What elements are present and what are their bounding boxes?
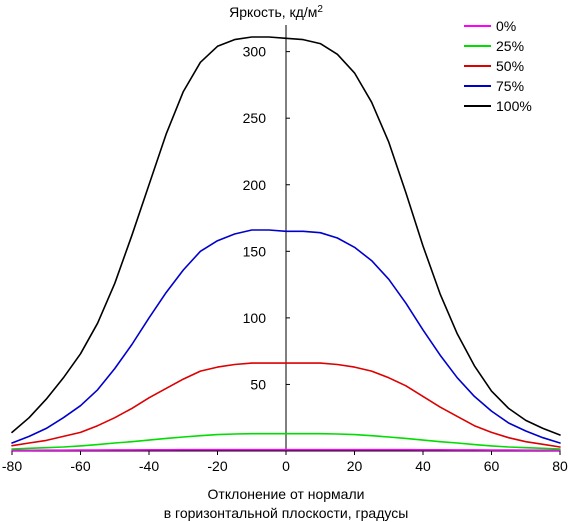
legend-label: 100% bbox=[496, 98, 532, 114]
y-tick-label: 50 bbox=[250, 376, 266, 392]
legend-label: 0% bbox=[496, 18, 516, 34]
x-axis-label-line1: Отклонение от нормали bbox=[208, 486, 365, 502]
series-line-0pct bbox=[11, 448, 561, 452]
series-line-25pct bbox=[11, 432, 561, 450]
x-tick-label: -80 bbox=[2, 458, 22, 474]
x-tick-label: 60 bbox=[484, 458, 500, 474]
series-layer bbox=[11, 36, 561, 452]
x-axis-label-line2: в горизонтальной плоскости, градусы bbox=[164, 505, 409, 521]
x-tick-label: -60 bbox=[70, 458, 90, 474]
x-tick-label: 0 bbox=[282, 458, 290, 474]
chart-title-superscript: 2 bbox=[317, 4, 323, 15]
series-line-100pct bbox=[11, 36, 561, 436]
y-tick-label: 100 bbox=[243, 310, 267, 326]
legend-label: 50% bbox=[496, 58, 524, 74]
legend-label: 75% bbox=[496, 78, 524, 94]
x-tick-label: -20 bbox=[207, 458, 227, 474]
y-tick-label: 300 bbox=[243, 44, 267, 60]
y-tick-label: 250 bbox=[243, 110, 267, 126]
x-tick-label: 20 bbox=[347, 458, 363, 474]
series-line-50pct bbox=[11, 362, 561, 448]
axes: -80 -60 -40 -20 0 20 40 60 80 50 100 150 200 250 300 bbox=[2, 25, 568, 474]
series-line-75pct bbox=[11, 229, 561, 444]
y-tick-label: 200 bbox=[243, 177, 267, 193]
x-tick-label: 80 bbox=[552, 458, 568, 474]
legend: 0% 25% 50% 75% 100% bbox=[464, 18, 532, 114]
legend-label: 25% bbox=[496, 38, 524, 54]
chart-title: Яркость, кд/м2 bbox=[229, 4, 323, 20]
y-tick-label: 150 bbox=[243, 243, 267, 259]
x-tick-label: 40 bbox=[415, 458, 431, 474]
x-tick-label: -40 bbox=[139, 458, 159, 474]
